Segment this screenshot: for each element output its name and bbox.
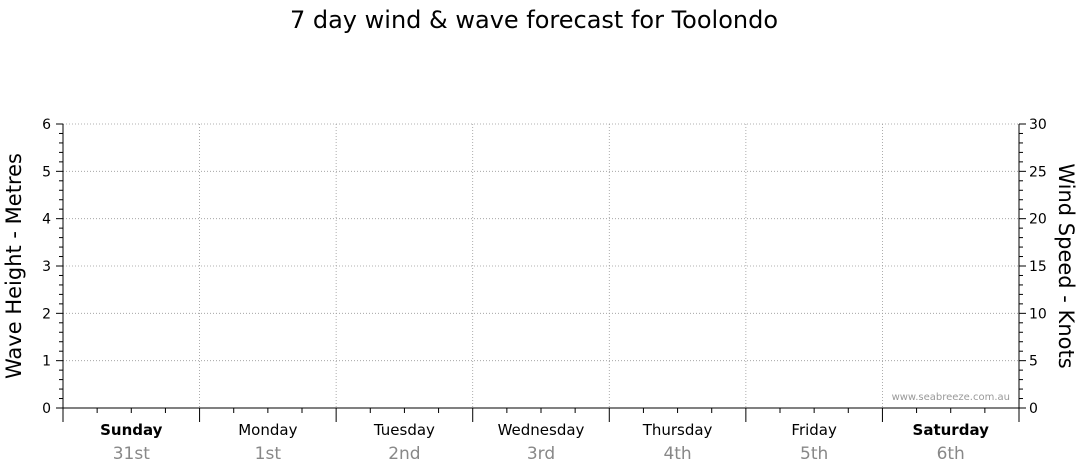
- right-tick-label: 0: [1029, 401, 1038, 417]
- day-label: Friday: [791, 421, 837, 439]
- left-tick-label: 5: [42, 164, 51, 180]
- left-tick-label: 4: [42, 212, 51, 228]
- date-label: 5th: [800, 444, 828, 464]
- day-label: Saturday: [913, 421, 990, 439]
- right-tick-label: 5: [1029, 354, 1038, 370]
- right-tick-label: 10: [1029, 306, 1047, 322]
- day-label: Wednesday: [498, 421, 585, 439]
- tick-labels: 0 1 2 3 4 5 6 0 5 10 15 20 25 30: [42, 117, 1047, 417]
- day-label: Thursday: [642, 421, 713, 439]
- date-label: 31st: [113, 444, 150, 464]
- axes: [56, 123, 1026, 422]
- day-label: Monday: [238, 421, 297, 439]
- watermark-text: www.seabreeze.com.au: [892, 392, 1010, 403]
- right-axis-title: Wind Speed - Knots: [1054, 163, 1078, 368]
- right-tick-label: 30: [1029, 117, 1047, 133]
- date-label: 2nd: [388, 444, 420, 464]
- date-label: 1st: [255, 444, 282, 464]
- left-axis-title: Wave Height - Metres: [2, 153, 26, 379]
- day-label: Tuesday: [373, 421, 435, 439]
- date-label: 6th: [937, 444, 965, 464]
- left-tick-label: 2: [42, 306, 51, 322]
- day-labels: Sunday 31st Monday 1st Tuesday 2nd Wednesday 3r…: [100, 421, 989, 464]
- right-tick-label: 20: [1029, 212, 1047, 228]
- left-tick-label: 3: [42, 259, 51, 275]
- left-tick-label: 0: [42, 401, 51, 417]
- chart-title: 7 day wind & wave forecast for Toolondo: [290, 6, 778, 34]
- left-tick-label: 6: [42, 117, 51, 133]
- left-tick-label: 1: [42, 354, 51, 370]
- day-label: Sunday: [100, 421, 163, 439]
- date-label: 4th: [663, 444, 691, 464]
- date-label: 3rd: [527, 444, 555, 464]
- right-tick-label: 15: [1029, 259, 1047, 275]
- right-tick-label: 25: [1029, 164, 1047, 180]
- grid-lines: [63, 123, 1019, 408]
